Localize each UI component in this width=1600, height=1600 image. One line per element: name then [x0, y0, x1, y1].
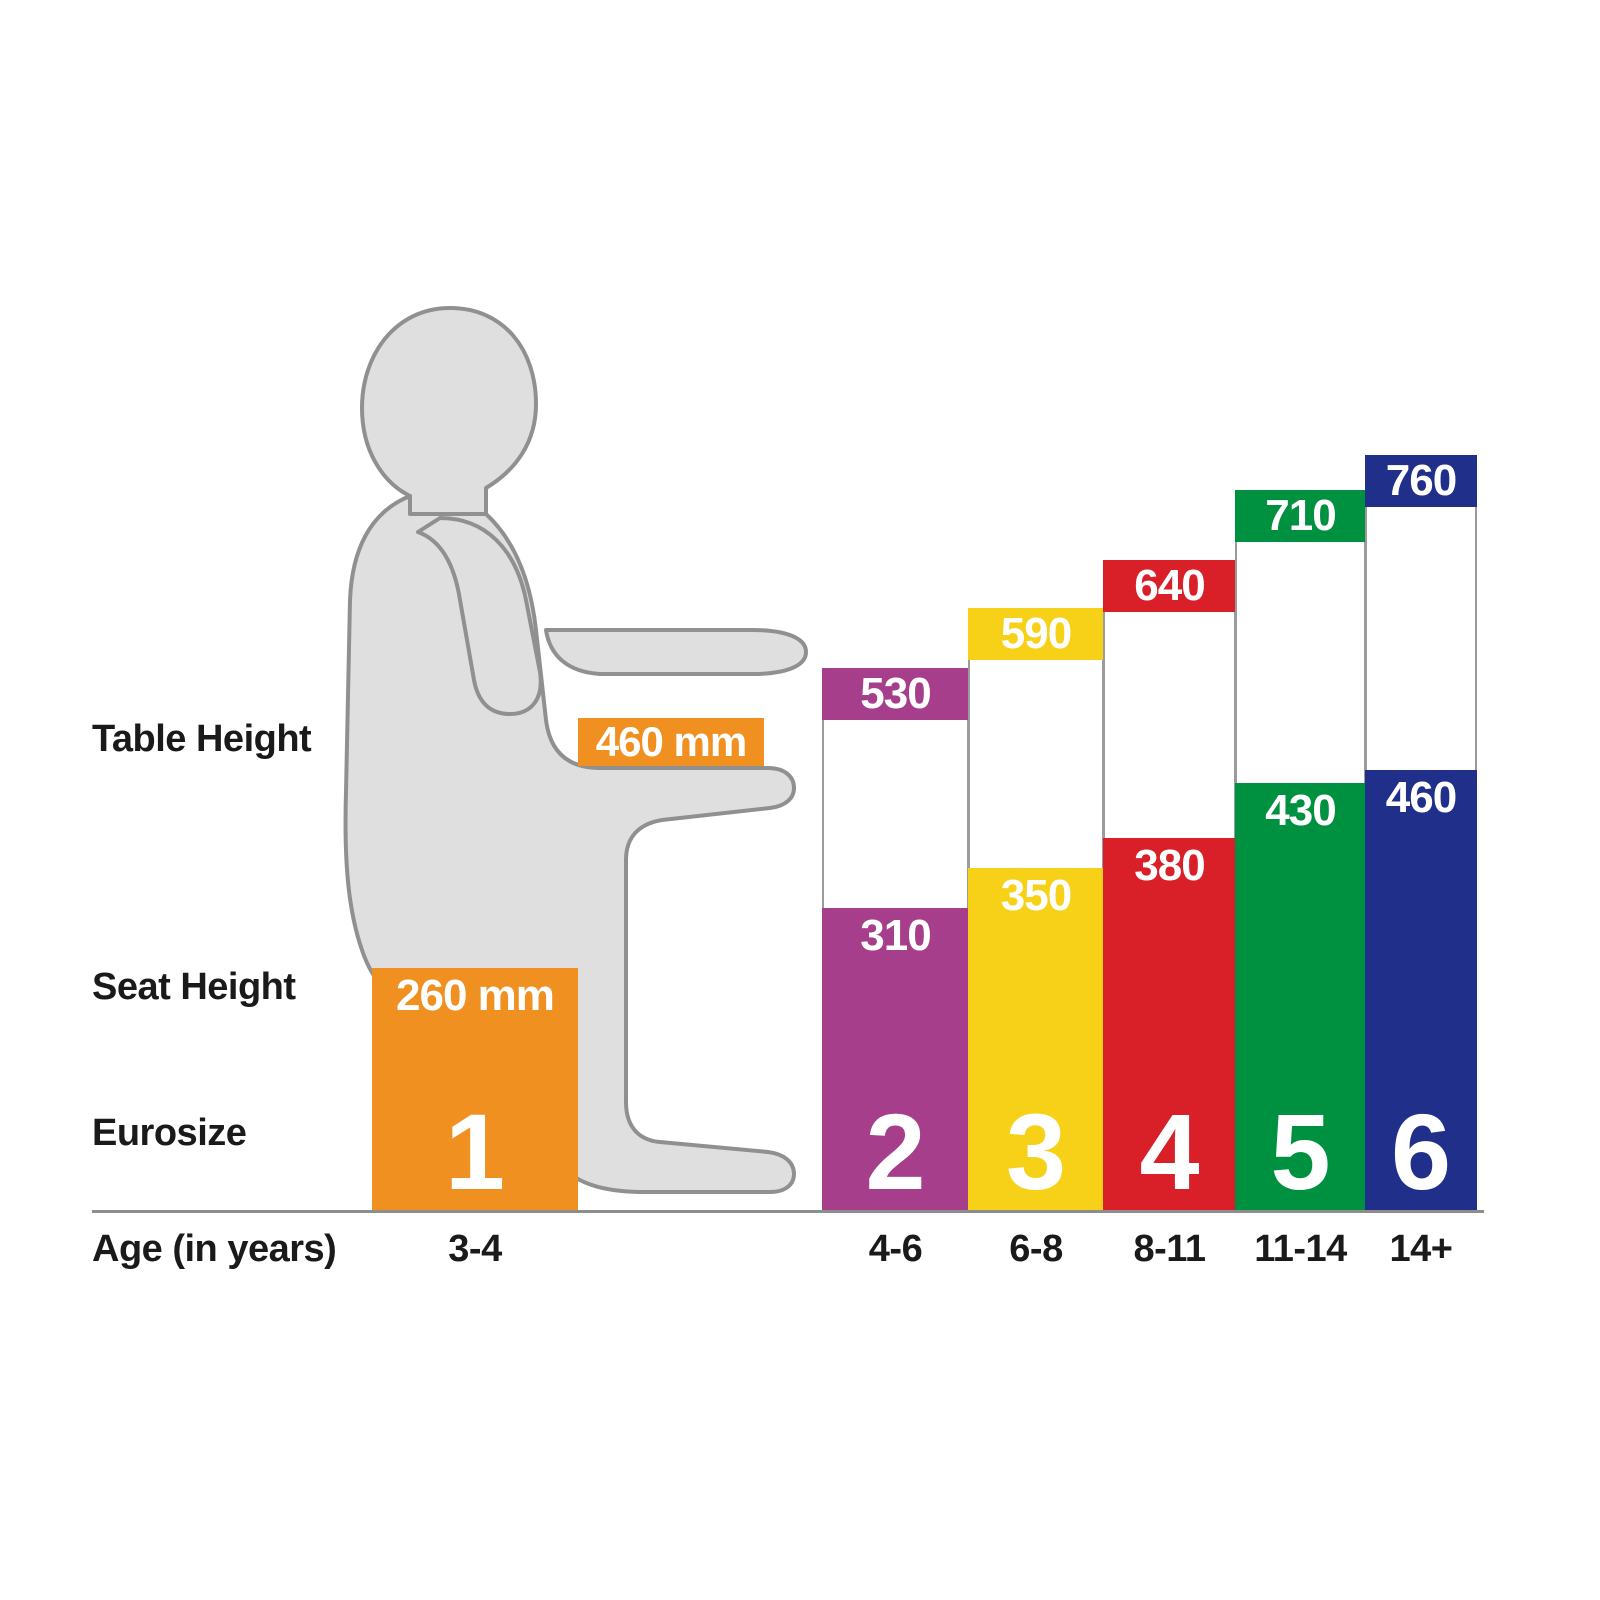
seat-height-value: 350 — [1000, 871, 1072, 920]
table-height-band-eurosize-5: 710 — [1235, 490, 1366, 542]
table-height-band-eurosize-2: 530 — [822, 668, 969, 720]
seat-height-block-eurosize-2: 310 2 — [822, 908, 969, 1212]
bar-column-eurosize-3[interactable]: 590 350 3 — [968, 608, 1104, 1212]
row-label-eurosize: Eurosize — [92, 1112, 247, 1154]
row-label-table-height: Table Height — [92, 718, 312, 760]
seat-height-block-eurosize-4: 380 4 — [1103, 838, 1236, 1212]
table-height-value: 530 — [860, 669, 931, 718]
baseline-axis — [92, 1210, 1484, 1213]
seat-height-value: 310 — [860, 911, 931, 960]
age-label-eurosize-1: 3-4 — [448, 1228, 502, 1270]
eurosize-number-5: 5 — [1270, 1091, 1331, 1212]
bar-column-eurosize-2[interactable]: 530 310 2 — [822, 668, 969, 1212]
table-height-value: 640 — [1134, 561, 1205, 610]
bar-column-eurosize-5[interactable]: 710 430 5 — [1235, 490, 1366, 1212]
table-height-band-eurosize-6: 760 — [1365, 455, 1477, 507]
eurosize-number-6: 6 — [1390, 1091, 1452, 1212]
seat-height-value: 460 — [1385, 773, 1457, 822]
seat-height-block-eurosize-1: 260 mm 1 — [372, 968, 578, 1212]
row-label-seat-height: Seat Height — [92, 966, 296, 1008]
eurosize-number-2: 2 — [865, 1091, 926, 1212]
table-height-band-eurosize-4: 640 — [1103, 560, 1236, 612]
age-label-eurosize-5: 11-14 — [1254, 1228, 1347, 1270]
seat-height-value: 430 — [1265, 786, 1336, 835]
bar-column-eurosize-4[interactable]: 640 380 4 — [1103, 560, 1236, 1212]
eurosize-number-4: 4 — [1139, 1091, 1200, 1212]
seat-height-block-eurosize-6: 460 6 — [1365, 770, 1477, 1212]
age-label-eurosize-4: 8-11 — [1133, 1228, 1206, 1270]
age-label-eurosize-2: 4-6 — [868, 1228, 923, 1270]
age-label-eurosize-3: 6-8 — [1009, 1228, 1063, 1270]
table-height-value: 710 — [1265, 491, 1336, 540]
bar-column-eurosize-6[interactable]: 760 460 6 — [1365, 455, 1477, 1212]
eurosize-number-1: 1 — [444, 1091, 506, 1212]
table-height-chip-eurosize-1: 460 mm — [578, 718, 764, 766]
eurosize-number-3: 3 — [1005, 1091, 1067, 1212]
table-height-value: 590 — [1000, 609, 1072, 658]
seat-height-block-eurosize-3: 350 3 — [968, 868, 1104, 1212]
seat-height-value: 260 mm — [396, 971, 555, 1020]
table-height-value: 760 — [1385, 456, 1457, 505]
table-height-band-eurosize-3: 590 — [968, 608, 1104, 660]
bar-column-eurosize-1[interactable]: 260 mm 1 — [372, 968, 578, 1212]
table-height-value: 460 mm — [595, 718, 747, 765]
seat-height-value: 380 — [1134, 841, 1205, 890]
row-label-age: Age (in years) — [92, 1228, 337, 1270]
age-label-eurosize-6: 14+ — [1389, 1228, 1453, 1270]
seat-height-block-eurosize-5: 430 5 — [1235, 783, 1366, 1212]
